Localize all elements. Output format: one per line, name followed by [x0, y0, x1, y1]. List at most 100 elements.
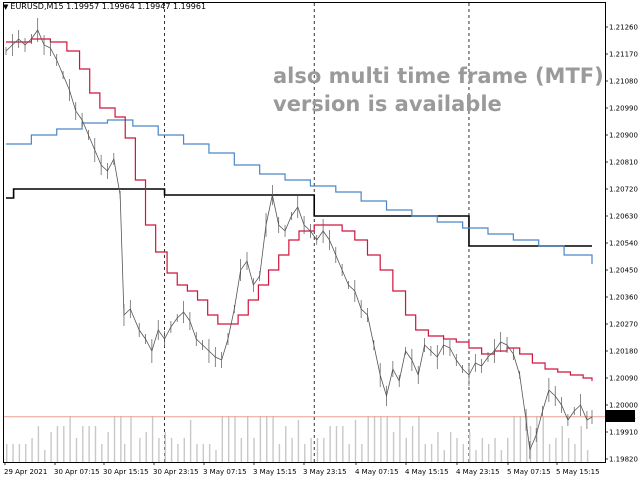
series-line-2 [6, 38, 593, 381]
current-price-tag-text: 1.19961 [607, 413, 636, 421]
volume-bar-24 [158, 438, 160, 462]
y-tick-label-5: 1.20810 [609, 159, 638, 167]
volume-bar-49 [316, 438, 319, 462]
chart-series [5, 18, 593, 459]
volume-bar-39 [253, 438, 255, 462]
volume-bar-70 [449, 432, 452, 462]
volume-bar-38 [246, 416, 249, 462]
y-tick-label-1: 1.21170 [609, 51, 638, 59]
series-line-3 [5, 29, 593, 452]
volume-bar-32 [208, 444, 211, 462]
volume-bar-87 [555, 438, 557, 462]
volume-bar-46 [297, 420, 300, 462]
x-tick-label-9: 4 May 23:15 [456, 468, 500, 476]
x-tick-label-10: 5 May 07:15 [507, 468, 551, 476]
volume-bar-15 [101, 444, 103, 462]
volume-bar-28 [183, 438, 185, 462]
series-line-1 [6, 119, 593, 264]
symbol-info-text: EURUSD,M15 1.19957 1.19964 1.19947 1.199… [10, 2, 207, 11]
y-tick-label-8: 1.20540 [609, 240, 638, 248]
y-tick-label-12: 1.20180 [609, 348, 638, 356]
volume-bar-60 [386, 416, 388, 462]
y-tick-label-15: 1.19910 [609, 429, 638, 437]
volume-bar-1 [12, 444, 14, 462]
volume-bar-18 [120, 416, 122, 462]
volume-bar-67 [430, 444, 433, 462]
volume-bar-52 [335, 426, 338, 462]
x-tick-label-7: 4 May 07:15 [355, 468, 399, 476]
x-tick-label-8: 4 May 15:15 [405, 468, 449, 476]
y-tick-label-10: 1.20360 [609, 294, 638, 302]
volume-bar-80 [513, 416, 515, 462]
volume-bar-19 [123, 444, 126, 462]
volume-bar-78 [500, 450, 503, 462]
volume-bar-20 [130, 416, 132, 462]
x-tick-label-1: 30 Apr 07:15 [54, 468, 100, 476]
volume-bar-37 [240, 438, 243, 462]
volume-bar-16 [107, 432, 109, 462]
volume-bar-29 [189, 420, 192, 462]
symbol-info-label: ▼ EURUSD,M15 1.19957 1.19964 1.19947 1.19… [3, 2, 206, 11]
x-tick-label-11: 5 May 15:15 [556, 468, 600, 476]
overlay-line-1: also multi time frame (MTF) [273, 64, 604, 88]
volume-bar-79 [507, 438, 509, 462]
y-tick-label-7: 1.20630 [609, 213, 638, 221]
volume-bar-40 [259, 416, 262, 462]
volume-bar-68 [437, 432, 439, 462]
y-tick-label-14: 1.20000 [609, 402, 638, 410]
volume-bar-73 [468, 432, 471, 462]
plot-frame [3, 2, 606, 463]
volume-bar-66 [424, 444, 426, 462]
x-axis: 29 Apr 2021 30 Apr 07:15 30 Apr 15:15 30 Ap… [4, 462, 600, 476]
current-price-tag: 1.19961 [605, 410, 636, 422]
volume-bar-56 [361, 444, 363, 462]
y-tick-label-16: 1.19820 [609, 456, 638, 464]
y-tick-label-0: 1.21260 [609, 24, 638, 32]
volume-bar-84 [536, 416, 538, 462]
volume-bar-63 [405, 438, 407, 462]
current-price-tag-bg [605, 410, 635, 422]
volume-bar-65 [418, 416, 420, 462]
volume-bar-43 [278, 444, 281, 462]
volume-bar-41 [266, 416, 268, 462]
volume-bar-10 [69, 416, 71, 462]
volume-bar-25 [164, 432, 166, 462]
volume-bar-8 [56, 426, 59, 462]
volume-bar-57 [367, 416, 369, 462]
volume-bar-62 [399, 416, 401, 462]
volume-bar-50 [323, 438, 325, 462]
volume-bar-14 [94, 426, 97, 462]
volume-bar-82 [526, 416, 528, 462]
volume-bar-59 [380, 416, 382, 462]
overlay-line-2: version is available [273, 92, 502, 116]
volume-bar-83 [529, 426, 532, 462]
volume-bar-3 [25, 444, 27, 462]
volume-bar-77 [494, 438, 496, 462]
volume-bar-55 [354, 420, 357, 462]
volume-bar-75 [481, 438, 484, 462]
volume-bar-54 [348, 444, 350, 462]
x-tick-label-4: 3 May 07:15 [203, 468, 247, 476]
volume-bar-6 [44, 450, 46, 462]
volume-bar-74 [475, 450, 477, 462]
volume-bar-22 [145, 432, 147, 462]
volume-bar-36 [234, 416, 236, 462]
volume-bar-44 [285, 426, 287, 462]
volume-bar-71 [456, 438, 458, 462]
triangle-down-icon[interactable]: ▼ [3, 3, 9, 11]
y-axis: 1.21260 1.21170 1.21080 1.20990 1.20900 1.208… [605, 24, 638, 464]
volume-bar-0 [6, 444, 8, 462]
volume-bar-30 [196, 444, 198, 462]
volume-bar-91 [580, 426, 582, 462]
volume-bar-92 [586, 450, 589, 462]
volume-bar-47 [304, 444, 306, 462]
volume-bar-11 [75, 438, 78, 462]
volume-histogram [6, 416, 589, 462]
volume-bar-76 [487, 444, 490, 462]
y-tick-label-6: 1.20720 [609, 186, 638, 194]
volume-bar-88 [561, 426, 563, 462]
y-tick-label-9: 1.20450 [609, 267, 638, 275]
x-tick-label-2: 30 Apr 15:15 [103, 468, 149, 476]
series-line-0 [6, 188, 592, 247]
